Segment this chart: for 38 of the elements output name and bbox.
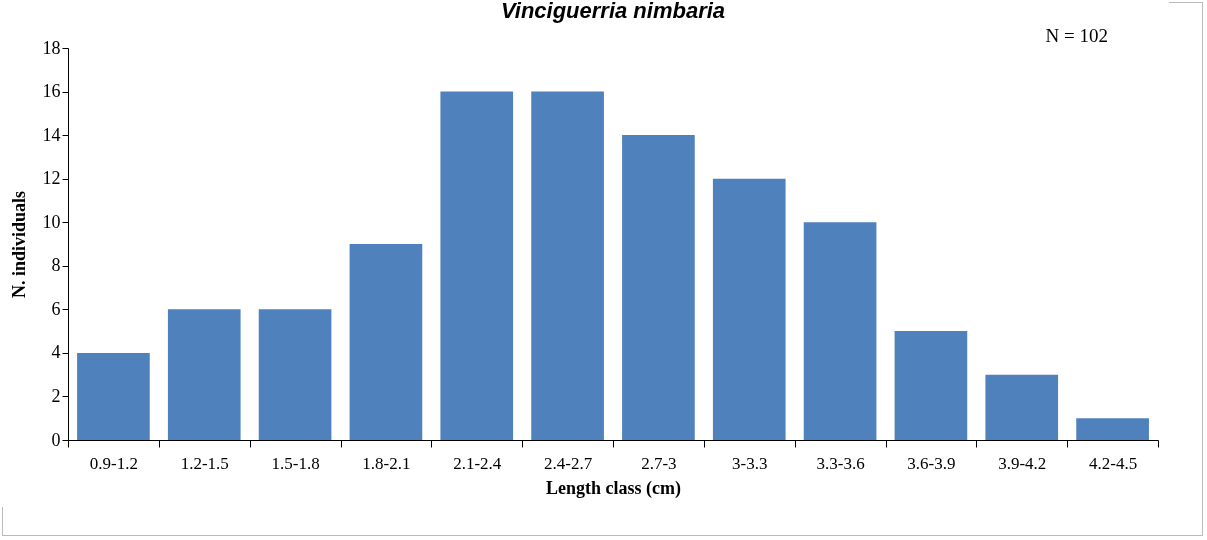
y-tick-label: 14 — [42, 124, 61, 145]
bar — [440, 91, 514, 440]
bar — [1076, 418, 1149, 440]
y-tick-label: 16 — [42, 81, 61, 102]
y-tick-label: 4 — [51, 342, 61, 363]
x-tick-label: 2.7-3 — [641, 453, 677, 473]
x-tick-label: 4.2-4.5 — [1089, 453, 1138, 473]
x-tick-label: 3.3-3.6 — [816, 453, 865, 473]
x-tick-label: 2.1-2.4 — [453, 453, 502, 473]
bar — [349, 244, 423, 440]
y-tick-label: 2 — [51, 385, 61, 406]
y-tick-label: 6 — [51, 298, 61, 319]
bar — [803, 222, 877, 440]
x-axis-title: Length class (cm) — [546, 477, 681, 499]
bar — [894, 331, 968, 440]
x-tick-label: 3-3.3 — [732, 453, 768, 473]
bar — [622, 135, 695, 440]
text: N = 102 — [1045, 25, 1108, 46]
x-tick-label: 1.8-2.1 — [362, 453, 411, 473]
x-tick-label: 1.2-1.5 — [180, 453, 229, 473]
bar — [167, 309, 241, 440]
bar — [258, 309, 332, 440]
x-tick-label: 2.4-2.7 — [544, 453, 593, 473]
y-tick-label: 8 — [51, 255, 61, 276]
bar — [985, 374, 1059, 440]
y-tick-label: 12 — [42, 168, 61, 189]
x-tick-label: 3.9-4.2 — [998, 453, 1047, 473]
y-tick-label: 0 — [51, 429, 61, 450]
bar — [77, 352, 150, 440]
chart-title: Vinciguerria nimbaria — [500, 0, 726, 23]
y-tick-label: 10 — [42, 211, 61, 232]
x-tick-label: 0.9-1.2 — [89, 453, 138, 473]
x-tick-label: 1.5-1.8 — [271, 453, 320, 473]
y-tick-label: 18 — [42, 37, 61, 58]
bar — [712, 178, 786, 440]
x-tick-label: 3.6-3.9 — [907, 453, 956, 473]
y-axis-title: N. individuals — [8, 190, 29, 299]
bar — [531, 91, 604, 440]
